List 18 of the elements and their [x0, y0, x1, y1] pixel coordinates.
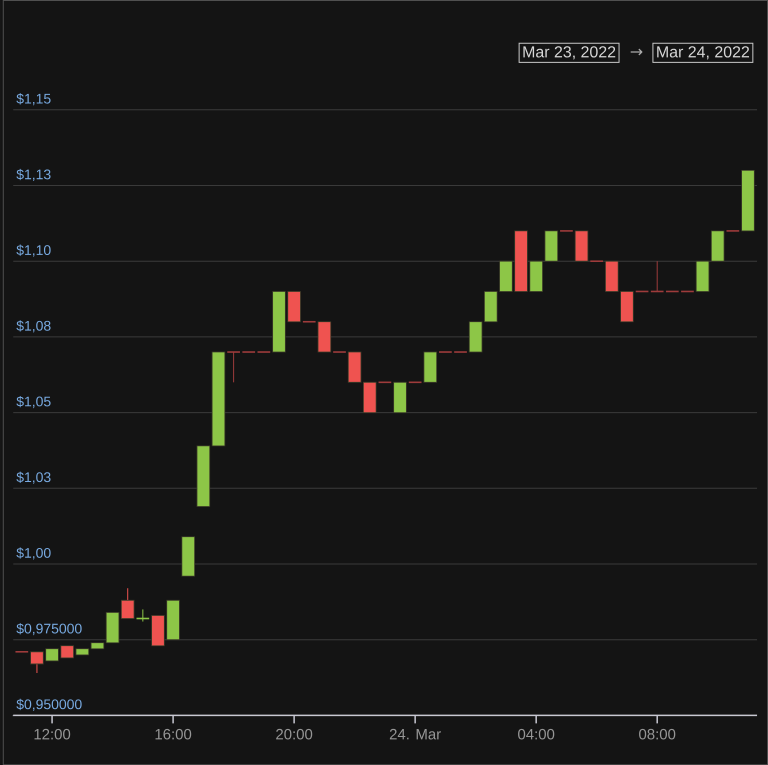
x-tick-label: 20:00: [276, 728, 312, 740]
text: Mar 23, 2022: [523, 46, 616, 60]
y-tick-label: $1,13: [16, 168, 51, 181]
y-tick-label: $1,05: [16, 396, 51, 408]
text: →: [630, 48, 642, 56]
y-tick-label: $1,08: [16, 320, 51, 332]
y-tick-label: $0,975000: [16, 622, 82, 636]
y-tick-label: $1,10: [16, 244, 51, 257]
y-tick-label: $1,00: [16, 547, 51, 560]
x-tick-label: 08:00: [639, 728, 676, 740]
x-tick-label: 12:00: [34, 728, 70, 740]
x-tick-label: 24. Mar: [390, 728, 441, 740]
y-tick-label: $1,15: [16, 93, 51, 106]
x-tick-label: 04:00: [518, 728, 554, 740]
y-tick-label: $1,03: [16, 472, 51, 484]
y-tick-label: $0,950000: [16, 698, 82, 711]
x-tick-label: 16:00: [156, 728, 192, 740]
text: Mar 24, 2022: [657, 46, 750, 60]
